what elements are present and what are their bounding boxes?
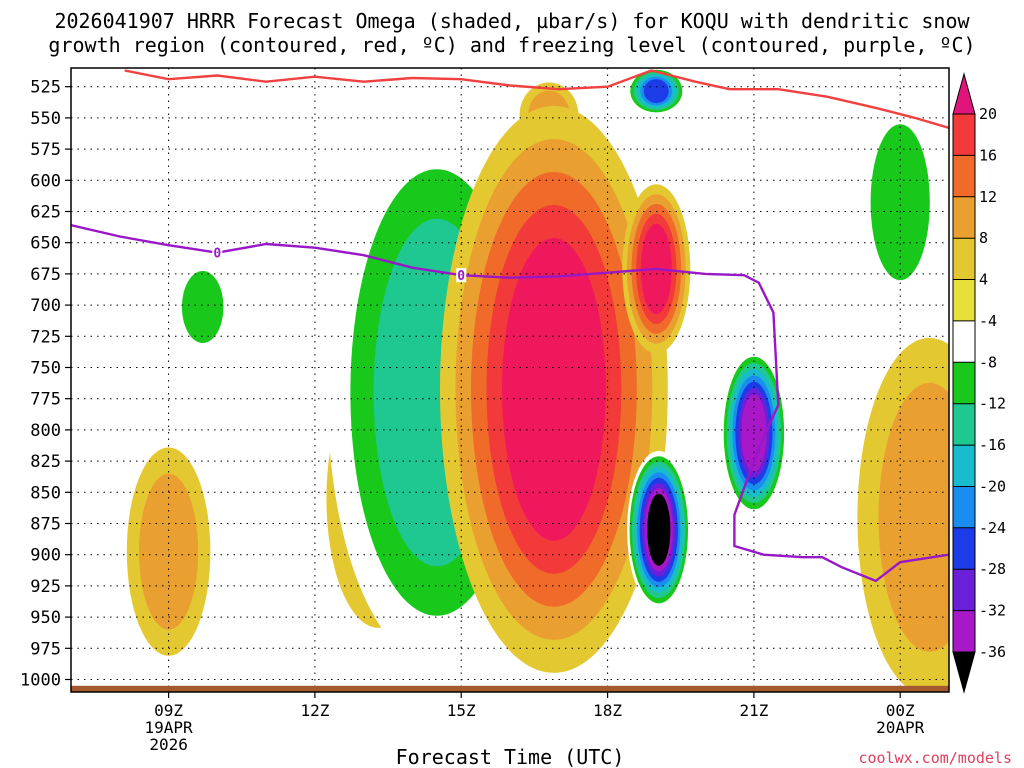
- pressure-tick-label: 925: [30, 577, 61, 597]
- time-tick-label: 2026: [149, 735, 188, 754]
- colorbar-top-arrow: [952, 72, 976, 115]
- colorbar-label: 20: [979, 105, 997, 123]
- colorbar-label: 4: [979, 271, 988, 289]
- chart-title-line2: growth region (contoured, red, ºC) and f…: [48, 33, 975, 57]
- pressure-tick-label: 750: [30, 359, 61, 379]
- pressure-tick-label: 525: [30, 78, 61, 98]
- colorbar-swatch: [953, 279, 975, 322]
- pressure-tick-label: 950: [30, 608, 61, 628]
- colorbar-swatch: [953, 445, 975, 487]
- omega-ring: [643, 79, 669, 104]
- colorbar-label: -12: [979, 395, 1006, 413]
- credit-text: coolwx.com/models: [858, 749, 1012, 767]
- ground-fill: [71, 685, 949, 692]
- pressure-tick-label: 975: [30, 639, 61, 659]
- colorbar-swatch: [953, 362, 975, 405]
- contour-label-bg: [212, 245, 223, 260]
- colorbar-swatch: [953, 238, 975, 281]
- omega-ring: [139, 473, 199, 630]
- grid: [71, 68, 949, 692]
- colorbar: 20 16 12 8 4 -4 -8 -12 -16 -20 -24 -28 -32 -36: [952, 72, 1006, 694]
- colorbar-swatch: [953, 155, 975, 198]
- freezing-level-contour-line: [71, 224, 949, 583]
- pressure-tick-label: 700: [30, 296, 61, 316]
- pressure-tick-label: 550: [30, 109, 61, 129]
- colorbar-label: -28: [979, 560, 1006, 578]
- time-tick-label: 09Z: [154, 701, 183, 720]
- time-tick-label: 21Z: [739, 701, 768, 720]
- pressure-tick-label: 775: [30, 390, 61, 410]
- freezing-level-label: 0: [213, 247, 221, 262]
- colorbar-swatch: [953, 114, 975, 156]
- colorbar-swatch: [953, 527, 975, 570]
- x-axis-label: Forecast Time (UTC): [396, 745, 625, 768]
- pressure-tick-label: 825: [30, 452, 61, 472]
- pressure-tick-label: 600: [30, 171, 61, 191]
- contours: 00: [71, 69, 949, 583]
- pressure-tick-label: 1000: [20, 671, 61, 691]
- omega-ring: [647, 493, 671, 566]
- pressure-tick-label: 575: [30, 140, 61, 160]
- colorbar-label: -32: [979, 602, 1006, 620]
- pressure-tick-label: 725: [30, 327, 61, 347]
- time-tick-label: 00Z: [886, 701, 915, 720]
- pressure-tick-label: 625: [30, 203, 61, 223]
- freezing-level-label: 0: [457, 269, 465, 284]
- colorbar-label: -4: [979, 312, 997, 330]
- contour-label-bg: [456, 268, 467, 283]
- omega-ring: [878, 382, 949, 652]
- pressure-tick-label: 850: [30, 483, 61, 503]
- colorbar-label: 16: [979, 146, 997, 164]
- omega-ring: [181, 271, 224, 343]
- omega-ring: [870, 124, 930, 281]
- colorbar-bottom-arrow: [952, 651, 976, 694]
- time-tick-label: 19APR: [145, 718, 194, 737]
- chart-title-line1: 2026041907 HRRR Forecast Omega (shaded, …: [54, 9, 970, 33]
- colorbar-label: -36: [979, 643, 1006, 661]
- pressure-tick-label: 650: [30, 234, 61, 254]
- colorbar-label: 12: [979, 188, 997, 206]
- ground-layer: [71, 685, 949, 692]
- plot-frame: [70, 67, 950, 693]
- time-tick-label: 12Z: [300, 701, 329, 720]
- omega-ring: [502, 238, 606, 541]
- pressure-tick-label: 675: [30, 265, 61, 285]
- colorbar-swatch: [953, 610, 975, 653]
- dendritic-contour-line: [124, 69, 949, 130]
- colorbar-label: -24: [979, 519, 1006, 537]
- time-tick-label: 18Z: [593, 701, 622, 720]
- colorbar-label: -20: [979, 478, 1006, 496]
- colorbar-swatch: [953, 486, 975, 529]
- colorbar-label: 8: [979, 229, 988, 247]
- omega-shading: [126, 68, 949, 692]
- time-tick-label: 15Z: [447, 701, 476, 720]
- pressure-tick-label: 875: [30, 515, 61, 535]
- pressure-tick-label: 900: [30, 546, 61, 566]
- colorbar-swatch: [953, 403, 975, 446]
- time-tick-label: 20APR: [876, 718, 925, 737]
- pressure-tick-label: 800: [30, 421, 61, 441]
- colorbar-label: -16: [979, 436, 1006, 454]
- colorbar-label: -8: [979, 353, 997, 371]
- colorbar-swatch: [953, 196, 975, 239]
- colorbar-swatch: [953, 569, 975, 612]
- colorbar-swatch: [953, 320, 975, 363]
- pressure-axis: 525 550 575 600 625 650 675 700 725 750 775 800 825 8…: [20, 78, 71, 691]
